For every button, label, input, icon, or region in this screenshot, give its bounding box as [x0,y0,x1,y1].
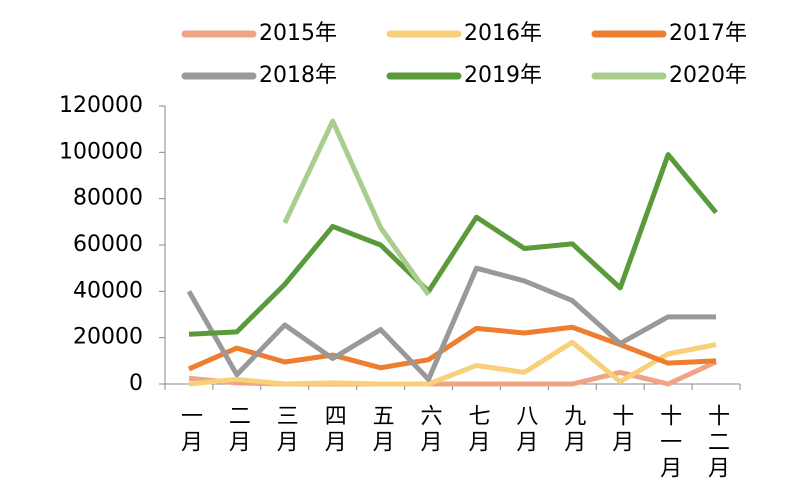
x-tick-label: 九月 [560,404,586,456]
x-tick-label: 十二月 [704,404,730,482]
x-tick-label: 八月 [512,404,538,456]
y-tick-label: 120000 [59,93,143,118]
legend-label: 2020年 [669,63,747,88]
x-tick-label: 十一月 [656,404,682,482]
legend-label: 2017年 [669,21,747,46]
series-line [188,339,717,387]
x-tick-label: 七月 [464,404,490,456]
x-tick-label: 二月 [225,404,251,456]
legend-label: 2016年 [464,21,542,46]
series-line [187,324,717,372]
x-tick-label: 四月 [321,404,347,456]
y-tick-label: 60000 [73,232,143,257]
legend-label: 2015年 [259,21,337,46]
x-tick-label: 十月 [608,404,634,456]
x-tick-label: 一月 [177,404,203,456]
x-tick-label: 三月 [273,404,299,456]
y-tick-label: 100000 [59,139,143,164]
y-tick-label: 40000 [73,278,143,303]
series-line [188,152,718,337]
y-tick-label: 20000 [73,325,143,350]
y-tick-label: 80000 [73,186,143,211]
legend-label: 2018年 [259,63,337,88]
y-tick-label: 0 [129,371,143,396]
series-line [282,118,431,297]
legend-label: 2019年 [464,63,542,88]
series-line [186,265,717,382]
x-tick-label: 六月 [417,404,443,456]
x-tick-label: 五月 [369,404,395,456]
